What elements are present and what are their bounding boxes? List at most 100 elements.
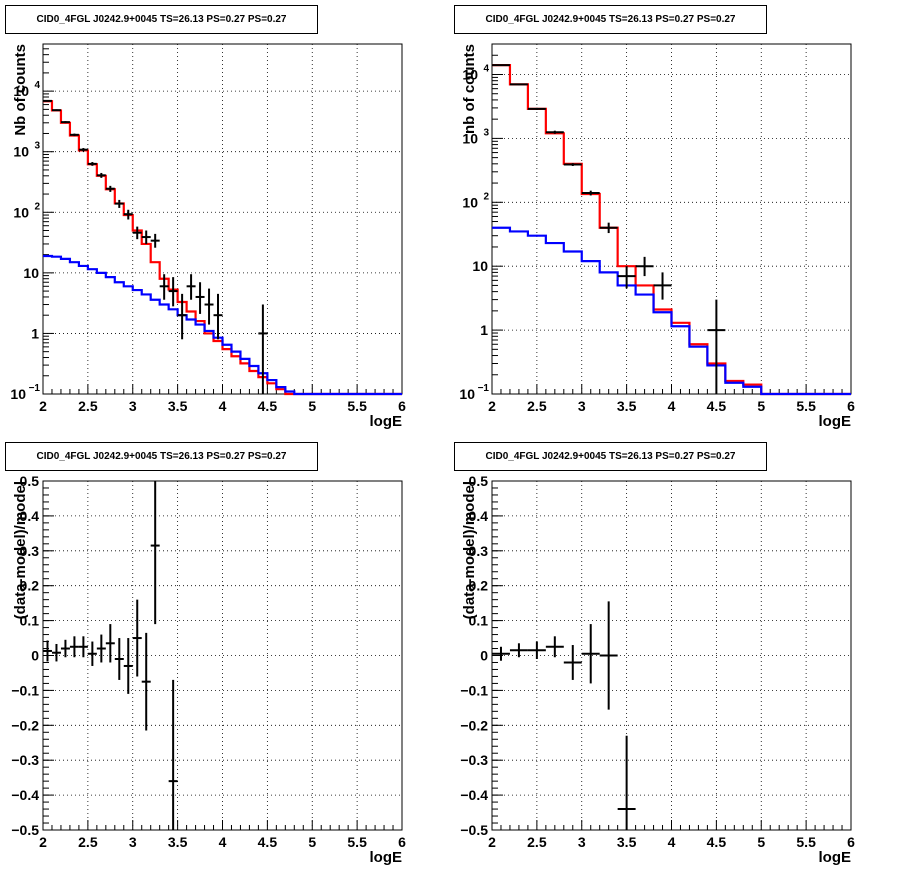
x-tick-label: 3.5: [617, 834, 637, 850]
chart-title: CID0_4FGL J0242.9+0045 TS=26.13 PS=0.27 …: [454, 442, 767, 471]
x-tick-label: 3: [578, 398, 586, 414]
y-tick-label: −0.1: [460, 682, 488, 698]
y-tick-label: 10: [13, 204, 29, 220]
x-tick-label: 5: [308, 834, 316, 850]
y-tick-label: 10: [462, 130, 478, 146]
y-tick-exponent: 2: [34, 201, 40, 212]
y-tick-label: 0.3: [20, 543, 40, 559]
y-tick-exponent: 2: [483, 191, 489, 202]
y-tick-label: 0.4: [20, 508, 40, 524]
x-tick-label: 6: [398, 398, 406, 414]
x-tick-label: 3: [129, 398, 137, 414]
x-tick-label: 4.5: [707, 398, 727, 414]
y-axis-label: (data-model)/model: [461, 481, 478, 619]
x-axis-label: logE: [819, 849, 852, 866]
y-tick-label: 10: [472, 258, 488, 274]
y-tick-label: −0.5: [11, 822, 39, 838]
y-tick-label: −0.4: [11, 787, 39, 803]
y-tick-label: −0.3: [460, 752, 488, 768]
y-tick-label: −0.3: [11, 752, 39, 768]
x-tick-label: 3.5: [168, 834, 188, 850]
chart-title: CID0_4FGL J0242.9+0045 TS=26.13 PS=0.27 …: [5, 442, 318, 471]
x-tick-label: 2: [488, 834, 496, 850]
y-tick-label: 0: [480, 648, 488, 664]
x-tick-label: 4: [219, 398, 227, 414]
x-tick-label: 3.5: [617, 398, 637, 414]
x-tick-label: 3: [129, 834, 137, 850]
pad-counts-right: 2 2.5 3 3.5 4 4.5 5 5.5 6 logE 10 −1 1 10 10 2 10 3 10 4 nb …: [449, 0, 898, 437]
chart-title: CID0_4FGL J0242.9+0045 TS=26.13 PS=0.27 …: [454, 5, 767, 34]
y-tick-label: 1: [480, 322, 488, 338]
y-tick-label: 0.3: [469, 543, 489, 559]
x-tick-label: 2.5: [78, 834, 98, 850]
y-tick-label: 0.5: [469, 473, 489, 489]
y-tick-label: −0.5: [460, 822, 488, 838]
y-tick-label: 1: [31, 325, 39, 341]
x-tick-label: 2.5: [527, 834, 547, 850]
x-tick-label: 2: [39, 398, 47, 414]
pad-residuals-left: 2 2.5 3 3.5 4 4.5 5 5.5 6 logE −0.5 −0.4 −0.3 −0.2 −0.…: [0, 437, 449, 875]
y-tick-label: −0.1: [11, 682, 39, 698]
x-tick-label: 2.5: [78, 398, 98, 414]
x-tick-label: 4: [668, 398, 676, 414]
x-axis-label: logE: [370, 849, 403, 866]
y-tick-label: −0.4: [460, 787, 488, 803]
y-tick-label: 10: [462, 194, 478, 210]
y-tick-exponent: 3: [483, 127, 489, 138]
y-tick-label: 0.1: [469, 613, 489, 629]
x-tick-label: 6: [847, 834, 855, 850]
x-tick-label: 4: [668, 834, 676, 850]
x-tick-label: 4.5: [258, 834, 278, 850]
y-tick-exponent: 3: [34, 141, 40, 152]
y-tick-label: 0.1: [20, 613, 40, 629]
x-tick-label: 2: [39, 834, 47, 850]
pad-counts-left: 2 2.5 3 3.5 4 4.5 5 5.5 6 logE 10 −1 1 10 10 2 10 3 10 4 Nb …: [0, 0, 449, 437]
x-tick-label: 4.5: [258, 398, 278, 414]
x-tick-label: 5.5: [796, 398, 816, 414]
x-tick-label: 5.5: [347, 398, 367, 414]
y-tick-label: 10: [462, 66, 478, 82]
y-tick-label: 0: [31, 648, 39, 664]
y-tick-label: −0.2: [11, 717, 39, 733]
y-tick-exponent: 4: [483, 63, 489, 74]
x-tick-label: 4.5: [707, 834, 727, 850]
x-tick-label: 5: [757, 398, 765, 414]
x-tick-label: 4: [219, 834, 227, 850]
y-tick-label: 10: [13, 144, 29, 160]
x-tick-label: 6: [847, 398, 855, 414]
x-tick-label: 5: [757, 834, 765, 850]
y-axis-label: Nb of counts: [12, 44, 29, 136]
model-background-histogram: [43, 254, 402, 396]
y-tick-label: 0.2: [469, 578, 489, 594]
x-tick-label: 5.5: [347, 834, 367, 850]
model-total-histogram: [43, 100, 402, 396]
y-tick-label: 10: [23, 265, 39, 281]
pad-residuals-right: 2 2.5 3 3.5 4 4.5 5 5.5 6 logE −0.5 −0.4 −0.3 −0.2 −0.…: [449, 437, 898, 875]
x-tick-label: 2: [488, 398, 496, 414]
x-tick-label: 3: [578, 834, 586, 850]
y-tick-exponent: 4: [34, 80, 40, 91]
x-tick-label: 5.5: [796, 834, 816, 850]
chart-title: CID0_4FGL J0242.9+0045 TS=26.13 PS=0.27 …: [5, 5, 318, 34]
y-tick-exponent: −1: [478, 383, 490, 394]
x-tick-label: 3.5: [168, 398, 188, 414]
y-tick-label: 10: [10, 386, 26, 402]
y-tick-label: 0.2: [20, 578, 40, 594]
x-tick-label: 5: [308, 398, 316, 414]
y-tick-exponent: −1: [29, 383, 41, 394]
y-tick-label: −0.2: [460, 717, 488, 733]
y-tick-label: 0.5: [20, 473, 40, 489]
y-axis-label: nb of counts: [461, 44, 478, 134]
x-tick-label: 6: [398, 834, 406, 850]
model-background-histogram: [492, 226, 851, 396]
y-tick-label: 10: [459, 386, 475, 402]
y-axis-label: (data-model)/model: [12, 481, 29, 619]
y-tick-label: 0.4: [469, 508, 489, 524]
x-tick-label: 2.5: [527, 398, 547, 414]
y-tick-label: 10: [13, 83, 29, 99]
x-axis-label: logE: [370, 413, 403, 430]
